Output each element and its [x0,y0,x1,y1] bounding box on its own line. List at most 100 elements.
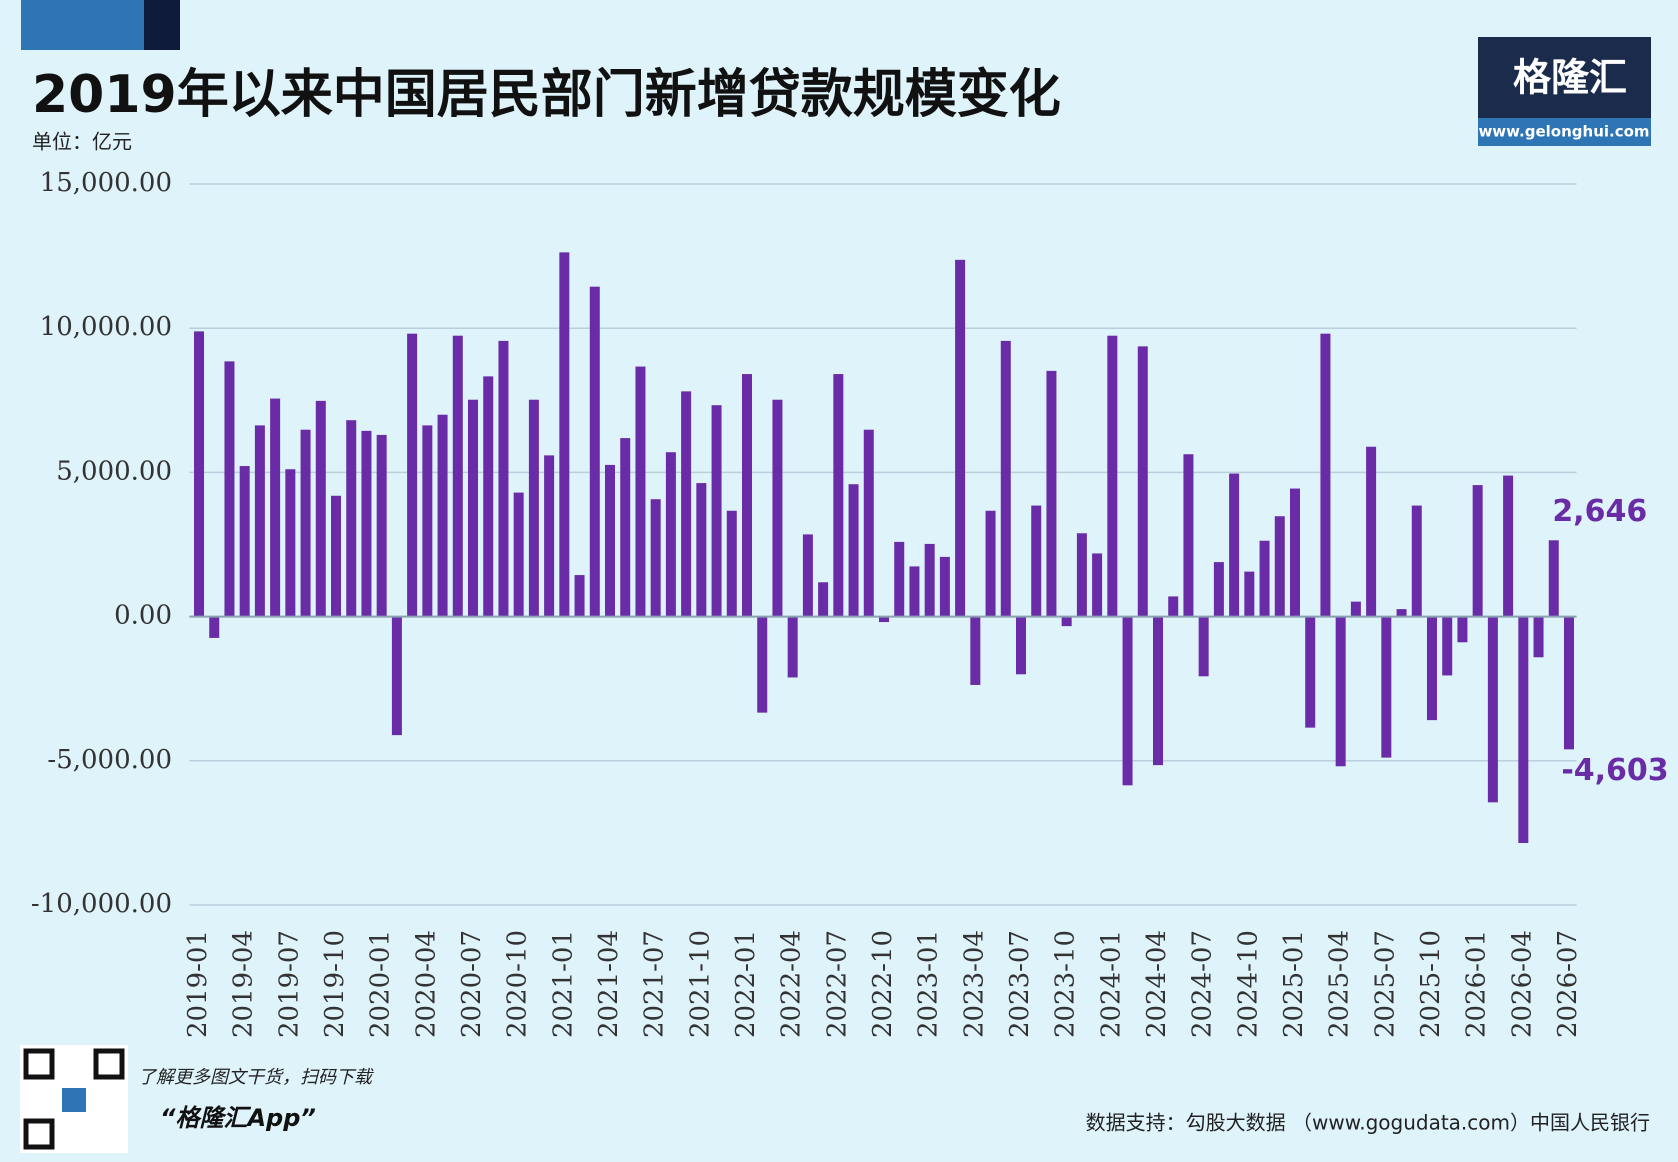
bar [498,340,509,617]
bar [742,374,753,617]
y-tick-label: -10,000.00 [31,889,172,919]
bar [772,399,783,617]
x-tick-label: 2026-07 [1553,930,1583,1038]
bar [1122,616,1133,786]
bar [437,414,448,617]
bar [1503,475,1514,617]
x-tick-label: 2021-04 [594,930,624,1038]
bar [1061,616,1072,627]
bar [1168,596,1179,617]
bar [422,425,433,617]
bar [955,259,966,617]
qr-code [20,1045,128,1153]
footer-source: 数据支持：勾股大数据 （www.gogudata.com）中国人民银行 [1086,1111,1650,1135]
bar [1320,333,1331,617]
bar [1548,540,1559,617]
bar [1366,446,1377,617]
bar [1381,616,1392,758]
bar [209,616,220,638]
value-label: 2,646 [1552,494,1647,529]
bar [1426,616,1437,721]
x-tick-label: 2023-10 [1051,930,1081,1038]
x-tick-label: 2022-04 [777,930,807,1038]
bar [726,510,737,617]
bar [254,425,265,617]
bar [665,452,676,617]
bar [620,438,631,617]
x-tick-label: 2019-10 [320,930,350,1038]
x-tick-label: 2025-10 [1416,930,1446,1038]
bar [239,466,250,617]
x-tick-label: 2023-01 [914,930,944,1038]
bar [970,616,981,685]
bar [1563,616,1574,750]
bar [574,575,585,617]
bar [513,492,524,617]
bar [1274,516,1285,617]
x-tick-label: 2021-01 [548,930,578,1038]
bar [1335,616,1346,767]
bar [346,420,357,617]
bar [1396,609,1407,617]
x-tick-label: 2019-01 [183,930,213,1038]
bar [787,616,798,678]
bar [194,331,205,617]
bar [924,543,935,617]
bar [1289,488,1300,617]
x-tick-label: 2024-10 [1233,930,1263,1038]
bar [1137,346,1148,617]
bar [909,566,920,617]
bar [696,483,707,617]
header-block [21,0,144,50]
bar [1259,540,1270,617]
y-tick-label: -5,000.00 [47,745,172,775]
x-tick-label: 2024-04 [1142,930,1172,1038]
y-tick-label: 10,000.00 [40,312,172,342]
bar [285,469,296,617]
bar [833,374,844,617]
bar [1198,616,1209,677]
x-tick-label: 2025-07 [1370,930,1400,1038]
x-tick-label: 2020-10 [503,930,533,1038]
chart-subtitle: 单位：亿元 [32,130,132,154]
bar [376,434,387,617]
bar [1457,616,1468,643]
y-tick-label: 15,000.00 [40,168,172,198]
x-tick-label: 2024-07 [1188,930,1218,1038]
bar [879,616,889,623]
bar [681,391,692,617]
bar [452,335,463,617]
logo-text: 格隆汇 [1513,56,1627,100]
footer-app: “格隆汇App” [160,1104,316,1132]
y-tick-label: 0.00 [114,601,172,631]
x-tick-label: 2021-10 [685,930,715,1038]
x-tick-label: 2020-01 [366,930,396,1038]
bar [1533,616,1544,658]
x-tick-label: 2021-07 [640,930,670,1038]
bar [1244,571,1255,617]
x-tick-label: 2022-01 [731,930,761,1038]
bar [528,399,539,617]
bar [468,399,479,617]
logo-band [1478,118,1651,146]
x-tick-label: 2019-04 [229,930,259,1038]
bar [650,499,661,617]
x-tick-label: 2025-01 [1279,930,1309,1038]
header-block [144,0,180,50]
x-tick-label: 2026-04 [1507,930,1537,1038]
x-tick-label: 2023-04 [959,930,989,1038]
y-tick-label: 5,000.00 [56,456,172,486]
x-tick-label: 2022-10 [868,930,898,1038]
footer-promo: 了解更多图文干货，扫码下载 [138,1067,374,1088]
bar [1031,505,1042,617]
chart-title: 2019年以来中国居民部门新增贷款规模变化 [32,65,1061,125]
bar [391,616,402,736]
bar [361,430,372,617]
bar [1092,553,1103,617]
bar [1152,616,1163,766]
bar [315,400,326,617]
bar [1183,454,1194,617]
bar [939,556,950,617]
bar [1213,562,1224,617]
